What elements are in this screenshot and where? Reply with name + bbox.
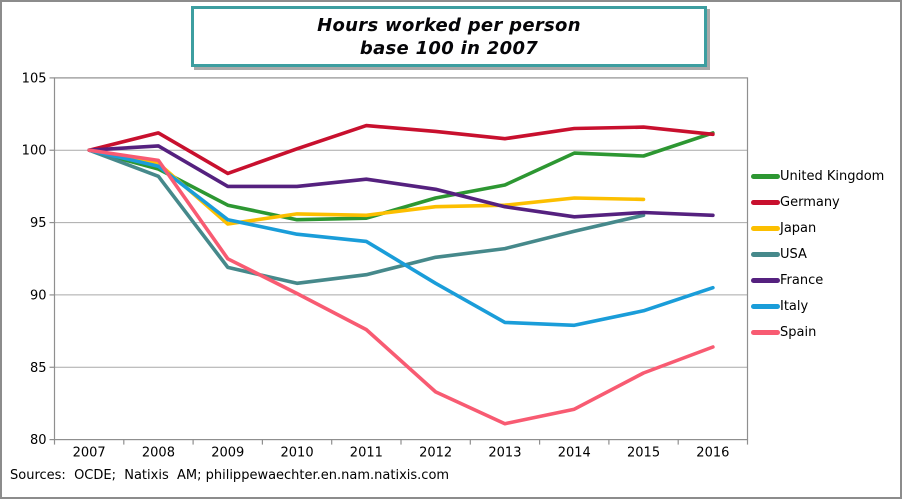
y-tick-label-90: 90 — [30, 288, 47, 303]
legend-swatch-japan — [751, 226, 780, 231]
legend-swatch-united-kingdom — [751, 174, 780, 179]
x-tick-label-2011: 2011 — [350, 446, 383, 461]
x-tick-label-2016: 2016 — [696, 446, 729, 461]
x-tick-label-2014: 2014 — [558, 446, 591, 461]
legend-label-germany: Germany — [780, 195, 840, 210]
chart-title-box: Hours worked per person base 100 in 2007 — [191, 6, 707, 67]
y-tick-label-85: 85 — [30, 361, 47, 376]
x-tick-label-2015: 2015 — [627, 446, 660, 461]
legend-swatch-germany — [751, 200, 780, 205]
chart-title-line1: Hours worked per person — [317, 14, 581, 36]
series-line-italy — [87, 148, 715, 328]
series-line-france — [87, 144, 715, 219]
chart-title-line2: base 100 in 2007 — [359, 37, 539, 59]
legend-item-france: France — [751, 272, 884, 289]
legend-label-france: France — [780, 273, 824, 288]
series-line-germany — [87, 123, 715, 176]
series-line-spain — [87, 148, 715, 426]
legend-item-spain: Spain — [751, 324, 884, 341]
legend-label-united-kingdom: United Kingdom — [780, 169, 885, 184]
x-tick-label-2013: 2013 — [488, 446, 521, 461]
legend-swatch-france — [751, 278, 780, 283]
series-line-united-kingdom — [87, 131, 715, 222]
y-tick-label-105: 105 — [22, 71, 47, 86]
sources-caption: Sources: OCDE; Natixis AM; philippewaech… — [10, 468, 450, 483]
legend-item-japan: Japan — [751, 220, 884, 237]
legend-label-italy: Italy — [780, 299, 809, 314]
legend-swatch-spain — [751, 330, 780, 335]
legend-item-italy: Italy — [751, 298, 884, 315]
legend-label-usa: USA — [780, 247, 807, 262]
x-tick-label-2007: 2007 — [73, 446, 106, 461]
x-tick-label-2008: 2008 — [142, 446, 175, 461]
x-tick-label-2010: 2010 — [281, 446, 314, 461]
y-tick-label-95: 95 — [30, 216, 47, 231]
series-line-usa — [87, 148, 646, 286]
y-tick-label-100: 100 — [22, 144, 47, 159]
legend-label-japan: Japan — [780, 221, 817, 236]
y-tick-label-80: 80 — [30, 433, 47, 448]
x-tick-label-2012: 2012 — [419, 446, 452, 461]
legend-swatch-usa — [751, 252, 780, 257]
legend-swatch-italy — [751, 304, 780, 309]
legend-item-germany: Germany — [751, 194, 884, 211]
legend-item-usa: USA — [751, 246, 884, 263]
legend-label-spain: Spain — [780, 325, 817, 340]
chart-legend: United Kingdom Germany Japan USA France … — [751, 168, 884, 341]
legend-item-united-kingdom: United Kingdom — [751, 168, 884, 185]
x-tick-label-2009: 2009 — [211, 446, 244, 461]
